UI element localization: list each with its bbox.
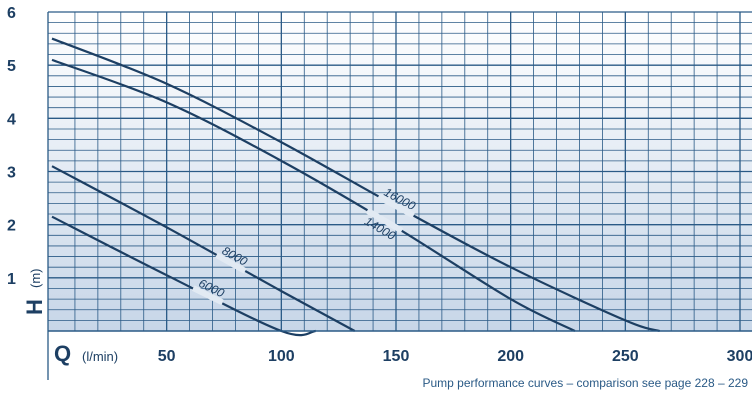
y-tick-label: 1 — [7, 271, 16, 288]
curve-8000 — [51, 165, 356, 332]
x-tick-label: 250 — [612, 348, 639, 365]
x-tick-label: 100 — [268, 348, 295, 365]
curve-14000 — [51, 58, 576, 332]
ticks: 1 2 3 4 5 6 50 100 150 200 250 300 — [7, 5, 752, 365]
y-tick-label: 2 — [7, 218, 16, 235]
x-tick-label: 300 — [727, 348, 752, 365]
x-axis-unit: (l/min) — [82, 349, 118, 364]
y-tick-label: 4 — [7, 111, 16, 128]
curve-label-mask — [215, 252, 247, 274]
y-axis-unit: (m) — [28, 269, 43, 289]
chart-caption: Pump performance curves – comparison see… — [422, 376, 748, 390]
y-axis-title: H — [22, 299, 47, 315]
curve-label-mask — [191, 285, 225, 306]
axes — [47, 12, 752, 380]
y-tick-label: 5 — [7, 58, 16, 75]
grid-major — [48, 11, 752, 331]
x-axis-title: Q — [54, 341, 71, 366]
x-tick-label: 150 — [383, 348, 410, 365]
y-tick-label: 3 — [7, 165, 16, 182]
curve-label-mask — [376, 194, 416, 219]
x-tick-label: 50 — [158, 348, 176, 365]
y-tick-label: 6 — [7, 5, 16, 22]
curve-label-mask — [365, 208, 404, 234]
x-tick-label: 200 — [497, 348, 524, 365]
